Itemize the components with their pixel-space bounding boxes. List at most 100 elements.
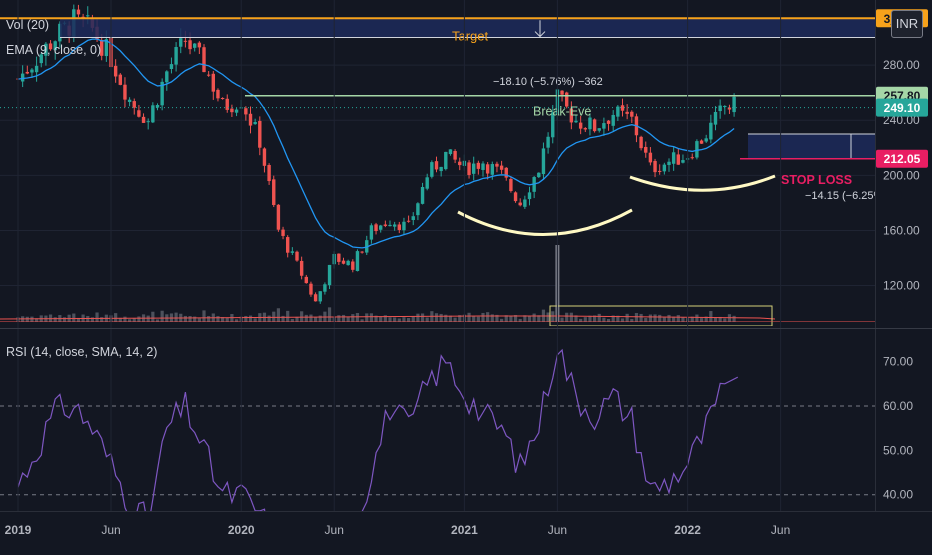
volume-bar xyxy=(86,316,90,322)
volume-bar xyxy=(197,318,201,322)
volume-bar xyxy=(35,318,39,322)
candle-body xyxy=(671,152,676,164)
volume-ma-line xyxy=(0,315,776,320)
candle-body xyxy=(253,121,257,125)
volume-bar xyxy=(569,312,573,322)
volume-bar xyxy=(309,314,313,322)
volume-bar xyxy=(402,317,406,322)
volume-bar xyxy=(662,317,666,322)
volume-bar xyxy=(527,316,532,322)
currency-badge[interactable]: INR xyxy=(891,10,923,38)
volume-bar xyxy=(518,318,522,322)
position-box xyxy=(748,134,875,159)
candle-body xyxy=(369,225,374,240)
candle-body xyxy=(165,71,169,83)
volume-bar xyxy=(611,315,615,322)
volume-bar xyxy=(713,317,718,322)
ema-indicator-label[interactable]: EMA (9, close, 0) xyxy=(6,43,102,57)
candle-body xyxy=(453,151,457,160)
volume-bar xyxy=(420,313,425,322)
candle-body xyxy=(616,106,620,117)
candle-body xyxy=(286,237,290,253)
candle-body xyxy=(160,81,164,106)
candle-body xyxy=(723,106,727,108)
candle-body xyxy=(574,120,578,123)
volume-bar xyxy=(244,315,248,322)
candle-body xyxy=(588,117,592,130)
volume-bar xyxy=(267,315,271,322)
price-tag xyxy=(876,98,928,117)
volume-bar xyxy=(481,312,485,322)
candle-body xyxy=(206,74,211,76)
rsi-indicator-label[interactable]: RSI (14, close, SMA, 14, 2) xyxy=(6,345,158,359)
volume-bar xyxy=(453,317,457,322)
candle-body xyxy=(578,122,583,129)
target-zone xyxy=(60,18,875,38)
volume-bar xyxy=(602,317,606,322)
volume-bar xyxy=(476,316,480,322)
candle-body xyxy=(244,108,248,115)
time-tick-label: Jun xyxy=(548,523,567,537)
candle-body xyxy=(630,111,634,117)
rsi-tick-label: 70.00 xyxy=(883,355,913,369)
candle-body xyxy=(551,112,555,138)
candle-body xyxy=(518,202,522,206)
volume-bar xyxy=(583,317,587,322)
volume-bar xyxy=(504,315,508,322)
volume-bar xyxy=(360,319,364,322)
volume-bar xyxy=(523,315,527,322)
volume-bar xyxy=(444,314,448,322)
volume-bar xyxy=(76,317,81,322)
volume-bar xyxy=(351,314,355,322)
price-tick-label: 240.00 xyxy=(883,113,920,127)
volume-bar xyxy=(486,312,490,322)
candle-body xyxy=(118,74,122,85)
volume-bar xyxy=(448,315,453,322)
volume-indicator-label[interactable]: Vol (20) xyxy=(6,18,50,32)
volume-bar xyxy=(272,311,276,322)
volume-bar xyxy=(495,314,499,322)
candle-body xyxy=(365,240,369,253)
volume-bar xyxy=(132,318,136,322)
candle-body xyxy=(313,294,318,302)
candle-body xyxy=(611,114,615,126)
candle-body xyxy=(425,177,429,189)
volume-bar xyxy=(304,314,308,322)
volume-bar xyxy=(560,317,564,322)
volume-bar xyxy=(95,312,99,322)
volume-bar xyxy=(565,312,569,322)
candle-body xyxy=(146,121,150,123)
candle-body xyxy=(327,264,332,286)
candle-body xyxy=(234,109,239,113)
volume-bar xyxy=(374,315,378,322)
candle-body xyxy=(509,178,513,192)
candle-body xyxy=(113,65,118,77)
candle-body xyxy=(681,160,685,163)
time-tick-label: 2020 xyxy=(228,523,255,537)
candle-body xyxy=(30,69,34,73)
volume-bar xyxy=(281,315,285,322)
volume-bar xyxy=(509,315,513,322)
candle-body xyxy=(123,84,127,100)
volume-bar xyxy=(183,315,187,322)
volume-bar xyxy=(616,315,620,322)
candle-body xyxy=(639,136,643,149)
candle-body xyxy=(406,220,411,222)
volume-bar xyxy=(658,314,662,322)
volume-bar xyxy=(216,316,220,322)
candle-body xyxy=(383,224,388,226)
candle-body xyxy=(355,251,360,272)
volume-bar xyxy=(709,311,713,322)
candle-body xyxy=(20,73,25,82)
candle-body xyxy=(346,260,350,266)
volume-bar xyxy=(723,318,727,322)
candle-body xyxy=(699,140,704,144)
candle-body xyxy=(662,164,667,172)
candle-body xyxy=(448,149,453,155)
candle-body xyxy=(704,138,708,142)
candle-body xyxy=(606,120,611,124)
volume-bar xyxy=(286,310,290,322)
volume-bar xyxy=(207,315,211,322)
candle-body xyxy=(169,64,174,70)
